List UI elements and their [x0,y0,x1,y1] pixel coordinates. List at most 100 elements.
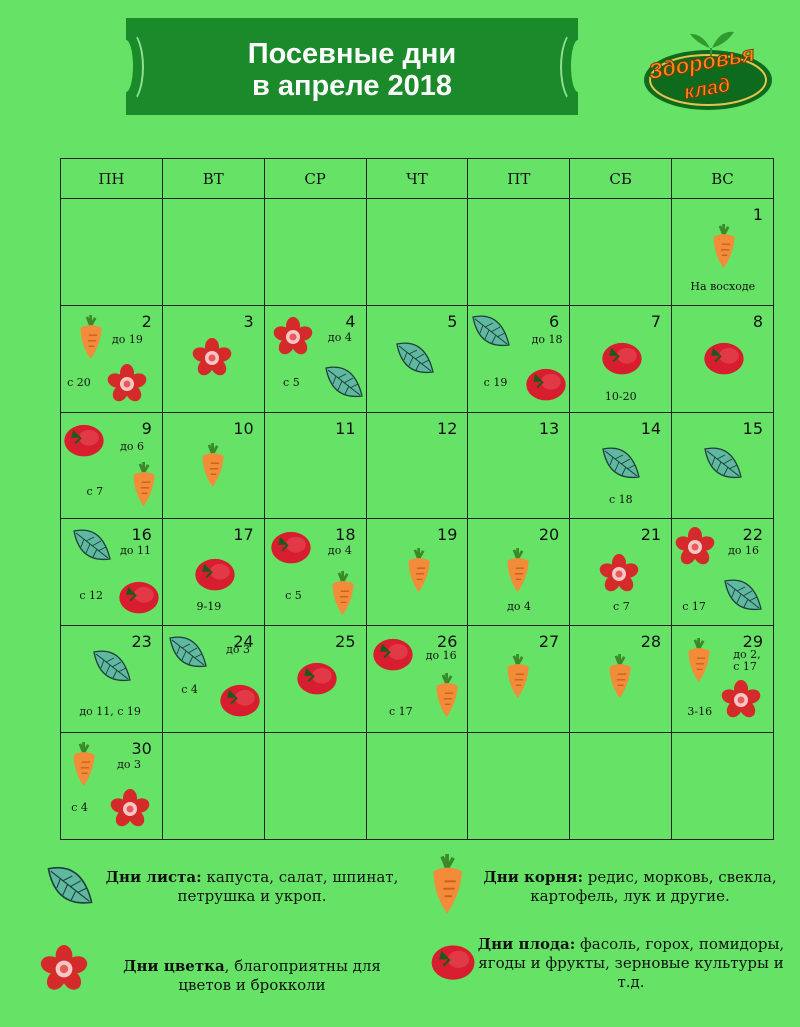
time-note: до 3 [226,642,250,656]
calendar-day-cell [467,731,571,840]
calendar-week-row: 9 до 6 с 7 10 11 12 13 14 с 18 15 [60,411,774,520]
calendar-day-cell: 3 [161,304,265,413]
legend-description: редис, морковь, свекла, картофель, лук и… [530,868,777,905]
calendar-day-cell: 14 с 18 [569,411,673,520]
banner-notch-right [571,40,585,92]
legend-title: Дни корня: [483,868,583,886]
time-note: с 7 [86,484,104,498]
day-number: 10 [233,418,254,438]
leaf-icon [703,445,743,486]
time-note: с 4 [181,683,198,697]
calendar-day-cell [161,731,265,840]
day-number: 5 [447,311,458,331]
day-number: 1 [752,205,763,224]
weekday-header: ПТ [467,158,571,199]
calendar-day-cell [467,198,571,306]
calendar-day-cell: 21 с 7 [569,518,673,627]
time-note: На восходе [690,279,756,293]
tomato-icon [268,527,312,569]
calendar-day-cell [263,731,367,840]
time-note: 10-20 [604,389,637,403]
carrot-icon [75,314,107,366]
time-note: до 19 [112,332,143,346]
calendar-day-cell: 5 [365,304,469,413]
time-note: 9-19 [196,599,222,613]
time-note: с 5 [283,375,300,389]
calendar-day-cell: 20 до 4 [467,518,571,627]
legend-title: Дни цветка [123,957,225,975]
day-number: 17 [233,525,254,545]
flower-icon [192,338,232,383]
time-note: до 11 [120,544,152,558]
day-number: 13 [538,418,560,438]
time-note: с 4 [71,800,88,814]
legend-title: Дни плода: [477,935,576,953]
banner-notch-left [119,40,133,92]
legend-description: капуста, салат, шпинат, петрушка и укроп… [177,868,399,905]
time-note: до 18 [531,332,563,346]
day-number: 29 [742,632,763,652]
day-number: 22 [742,525,763,545]
flower-icon [110,788,150,834]
calendar-day-cell: 1 На восходе [671,198,774,306]
calendar-table: ПН ВТ СР ЧТ ПТ СБ ВС 1 На восходе 2 до 19 с 20 3 … [60,158,774,840]
leaf-icon [168,634,208,675]
calendar-day-cell [60,198,163,306]
calendar-week-row: 2 до 19 с 20 3 4 до 4 с 5 5 6 до 18 с 19 7 10-… [60,304,774,413]
time-note: до 3 [117,758,141,772]
calendar-day-cell: 9 до 6 с 7 [60,411,163,520]
tomato-icon [523,364,567,406]
day-number: 3 [243,311,254,331]
calendar-body: 1 На восходе 2 до 19 с 20 3 4 до 4 с 5 5 6 до… [60,198,774,840]
day-number: 18 [335,525,356,545]
calendar-day-cell: 25 [263,625,367,733]
calendar-day-cell [671,731,774,840]
calendar-day-cell: 6 до 18 с 19 [467,304,571,413]
day-number: 2 [141,311,152,331]
day-number: 21 [640,525,662,545]
carrot-icon [197,442,229,494]
calendar-day-cell: 7 10-20 [569,304,673,413]
weekday-header: ЧТ [365,158,469,199]
calendar-day-cell: 22 до 16 с 17 [671,518,774,627]
calendar-week-row: 1 На восходе [60,198,774,306]
tomato-icon [370,634,414,676]
time-note: с 12 [79,589,104,603]
time-note: с 20 [67,375,91,389]
calendar-day-cell: 13 [467,411,571,520]
calendar-day-cell [569,198,673,306]
day-number: 24 [233,632,254,652]
calendar-day-cell: 8 [671,304,774,413]
flower-icon [675,527,715,572]
calendar-day-cell: 4 до 4 с 5 [263,304,367,413]
day-number: 16 [131,525,152,545]
tomato-icon [61,420,105,462]
logo: Здоровья клад [640,28,775,113]
time-note: с 7 [613,599,630,613]
weekday-header: СБ [569,158,673,199]
calendar: ПН ВТ СР ЧТ ПТ СБ ВС 1 На восходе 2 до 19 с 20 3 … [60,158,774,840]
leaf-icon [395,340,435,381]
day-number: 7 [650,311,662,331]
legend-carrot-icon [426,854,469,921]
calendar-day-cell: 26 до 16 с 17 [365,625,469,733]
calendar-day-cell: 19 [365,518,469,627]
calendar-day-cell: 29 до 2, с 17 3-16 [671,625,774,733]
calendar-day-cell [263,198,367,306]
day-number: 28 [640,632,662,652]
calendar-day-cell [365,731,469,840]
calendar-day-cell: 2 до 19 с 20 [60,304,163,413]
logo-emblem [644,31,772,110]
calendar-day-cell: 23 до 11, с 19 [60,625,163,733]
tomato-icon [192,554,236,596]
calendar-day-cell: 12 [365,411,469,520]
time-note: до 4 [327,544,352,558]
day-number: 14 [640,418,662,438]
time-note: до 4 [507,599,532,613]
legend-title: Дни листа: [105,868,202,886]
title-banner: Посевные дни в апреле 2018 [119,18,585,115]
legend-leaf-text: Дни листа: капуста, салат, шпинат, петру… [96,868,408,906]
weekday-header: СР [263,158,367,199]
flower-icon [273,316,313,362]
